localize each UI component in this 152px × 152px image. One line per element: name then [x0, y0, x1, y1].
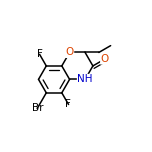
Text: O: O: [101, 54, 109, 64]
Text: NH: NH: [77, 74, 93, 84]
Text: F: F: [37, 50, 43, 59]
Text: Br: Br: [32, 103, 43, 113]
Text: F: F: [66, 99, 71, 109]
Text: O: O: [66, 47, 74, 57]
